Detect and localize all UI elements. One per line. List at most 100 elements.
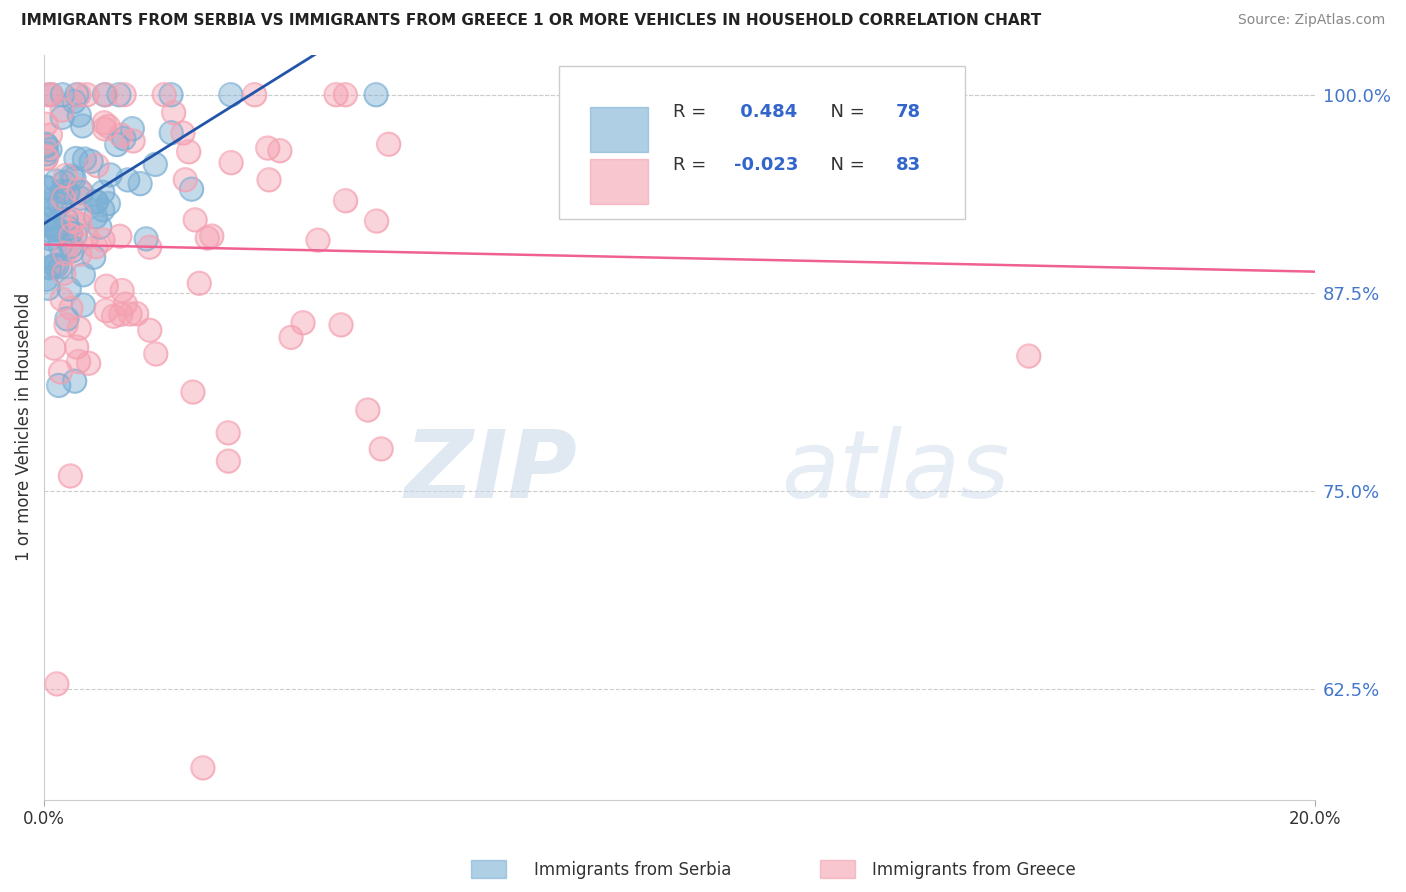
Point [39,128,62,142]
Point [86,194,108,209]
Point [56,185,79,199]
Text: IMMIGRANTS FROM SERBIA VS IMMIGRANTS FROM GREECE 1 OR MORE VEHICLES IN HOUSEHOLD: IMMIGRANTS FROM SERBIA VS IMMIGRANTS FRO… [21,13,1042,29]
Point [91,186,114,200]
Point [41,87,63,102]
Point [35,146,58,161]
Point [243,87,266,102]
Point [174,173,197,187]
Point [181,385,204,400]
Point [84,240,107,254]
Point [56,185,79,199]
Point [172,126,194,140]
Point [45,174,67,188]
Point [37,87,59,102]
Point [59,228,82,243]
Point [217,454,239,468]
Point [51,111,73,125]
Point [114,297,136,311]
Point [39,218,62,232]
Point [103,309,125,323]
Point [93,116,115,130]
Point [143,157,166,171]
Point [35,212,58,227]
Point [45,259,67,273]
Point [35,139,58,153]
Point [91,186,114,200]
Point [55,169,77,183]
Point [73,152,96,166]
Point [292,316,315,330]
Point [35,198,58,212]
Point [35,180,58,194]
Point [97,196,120,211]
Point [38,260,60,275]
Point [83,250,105,264]
Point [135,232,157,246]
Point [160,87,183,102]
Point [191,761,214,775]
Text: N =: N = [820,103,870,121]
Point [217,454,239,468]
Point [72,268,94,282]
Point [41,249,63,263]
Point [63,95,86,109]
Point [44,223,66,237]
Point [42,192,65,206]
Point [67,321,90,335]
Point [366,214,388,228]
Point [70,186,93,200]
Point [65,152,87,166]
Point [280,330,302,344]
Point [42,258,65,272]
Point [217,425,239,440]
Point [42,192,65,206]
Point [108,87,131,102]
Text: ZIP: ZIP [405,426,578,518]
Point [174,173,197,187]
Point [45,174,67,188]
Point [76,87,98,102]
Point [56,186,79,200]
Point [357,403,380,417]
Point [35,137,58,152]
Point [86,159,108,173]
Point [160,87,183,102]
Point [1018,349,1040,363]
Point [80,154,103,169]
Point [117,173,139,187]
Point [35,151,58,165]
Point [195,231,218,245]
Point [55,212,77,227]
Point [84,195,107,210]
Point [56,220,79,235]
Point [67,321,90,335]
Point [67,183,90,197]
Point [45,677,67,691]
Point [49,365,72,379]
Point [56,220,79,235]
Point [160,126,183,140]
Bar [591,160,648,204]
Point [39,143,62,157]
Point [177,145,200,159]
Text: Immigrants from Serbia: Immigrants from Serbia [534,861,731,879]
Point [91,233,114,247]
Point [145,347,167,361]
Point [51,87,73,102]
Point [35,117,58,131]
Point [111,284,134,298]
Point [77,356,100,370]
Point [122,134,145,148]
FancyBboxPatch shape [558,66,966,219]
Point [51,103,73,117]
Point [60,244,83,258]
Point [44,201,66,215]
Point [42,258,65,272]
Point [69,191,91,205]
Point [110,308,132,322]
Text: Source: ZipAtlas.com: Source: ZipAtlas.com [1237,13,1385,28]
Point [180,182,202,196]
Point [48,196,70,211]
Point [93,121,115,136]
Point [69,247,91,261]
